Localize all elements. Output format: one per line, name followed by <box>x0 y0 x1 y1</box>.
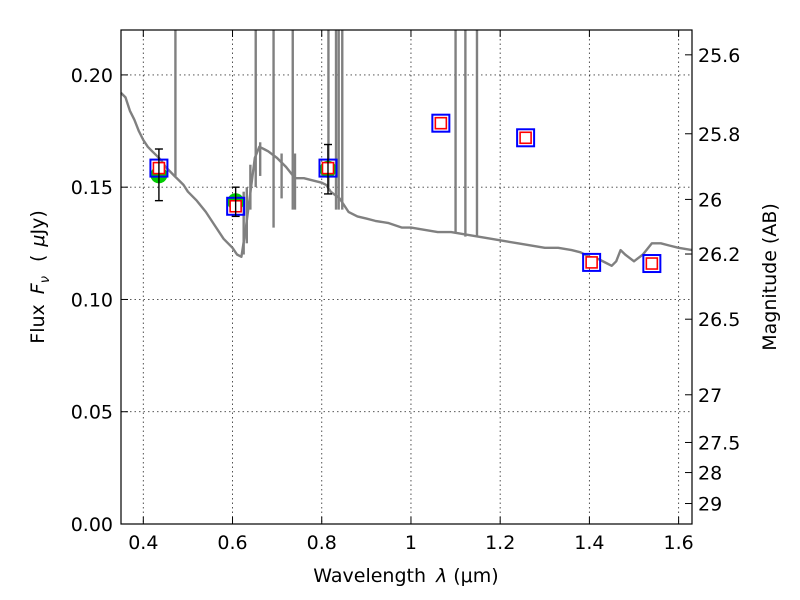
y2-tick-label: 25.8 <box>698 124 740 146</box>
y2-tick-label: 26 <box>698 189 722 211</box>
y-tick-label: 0.00 <box>71 514 113 536</box>
model-spectrum-line <box>120 92 693 267</box>
y2-tick-label: 27 <box>698 385 722 407</box>
y2-tick-label: 26.2 <box>698 244 740 266</box>
model-flux-square <box>516 128 536 148</box>
x-tick-label: 1.6 <box>664 532 694 554</box>
y2-tick-label: 26.5 <box>698 309 740 331</box>
y2-tick-label: 28 <box>698 463 722 485</box>
y-tick-label: 0.15 <box>71 177 113 199</box>
y2-tick-label: 27.5 <box>698 432 740 454</box>
model-flux-square <box>431 113 451 133</box>
plot-background <box>121 30 692 524</box>
x-tick-label: 1 <box>405 532 417 554</box>
model-flux-square-inner <box>519 131 532 145</box>
model-flux-square <box>642 254 662 274</box>
x-tick-label: 1.2 <box>485 532 515 554</box>
y2-axis-label: Magnitude (AB) <box>759 203 781 351</box>
x-tick-label: 1.4 <box>574 532 604 554</box>
x-axis-label: Wavelength λ (μm) <box>313 565 498 587</box>
axis-layer: 0.4 0.6 0.8 1 1.2 1.4 1.6 0.00 0.05 0.10 0.15 0.20 2… <box>71 30 740 554</box>
model-flux-square-inner <box>434 116 448 130</box>
x-tick-label: 0.6 <box>217 532 247 554</box>
y2-tick-label: 25.6 <box>698 45 740 67</box>
x-tick-label: 0.8 <box>307 532 337 554</box>
y-tick-label: 0.20 <box>71 65 113 87</box>
y-tick-label: 0.05 <box>71 402 113 424</box>
plot-frame <box>120 29 693 525</box>
y-tick-label: 0.10 <box>71 289 113 311</box>
model-flux-square-inner <box>645 257 659 270</box>
x-tick-label: 0.4 <box>128 532 158 554</box>
marker-layer <box>149 113 662 274</box>
y-axis-label: FluxFν(μJy) <box>27 210 53 343</box>
model-flux-square-inner <box>585 256 598 269</box>
y2-tick-label: 29 <box>698 494 722 516</box>
spectrum-layer <box>120 30 693 267</box>
model-flux-square <box>582 252 602 272</box>
